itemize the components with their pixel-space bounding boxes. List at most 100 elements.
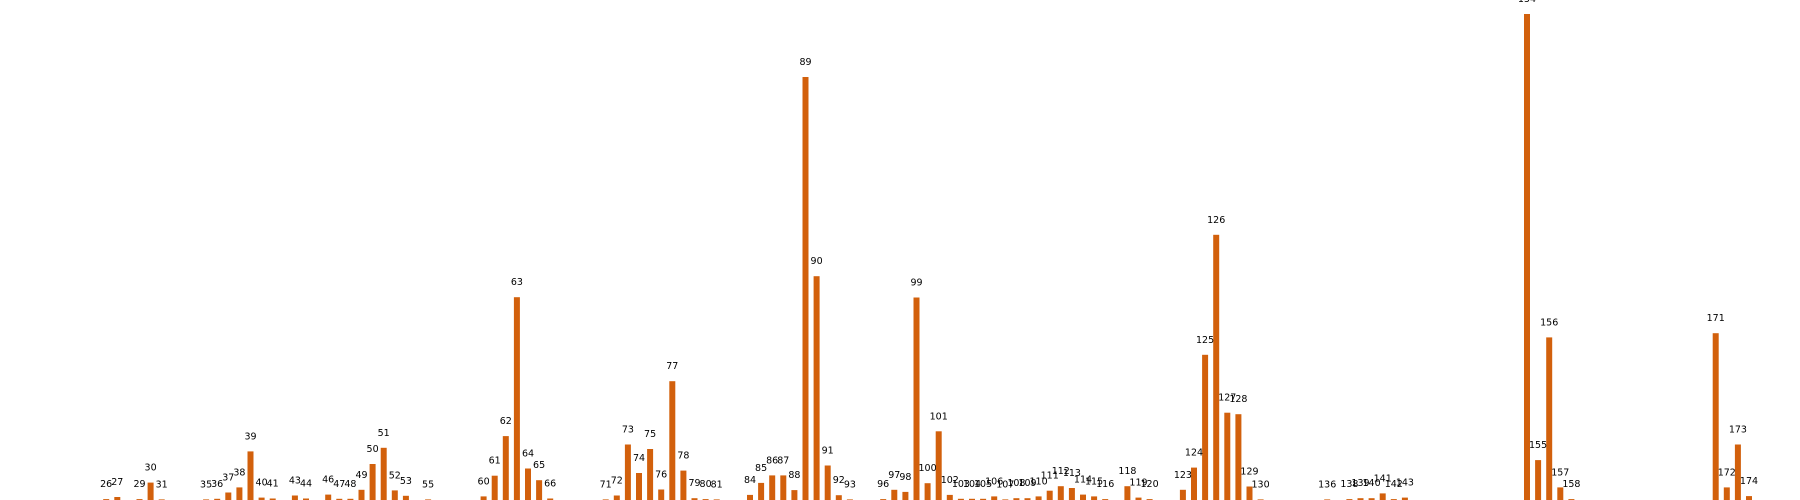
bar-125	[1202, 354, 1209, 500]
bar-label-136: 136	[1318, 479, 1336, 490]
bar-label-27: 27	[111, 477, 123, 488]
bar-124	[1191, 467, 1197, 500]
bar-label-174: 174	[1740, 476, 1758, 487]
bar-label-81: 81	[711, 479, 723, 490]
bar-label-171: 171	[1707, 313, 1725, 324]
bar-label-172: 172	[1718, 467, 1736, 478]
bar-40	[258, 497, 265, 500]
bar-38	[236, 487, 243, 500]
bar-label-107: 107	[996, 479, 1014, 490]
bar-label-89: 89	[799, 57, 811, 68]
bar-label-84: 84	[744, 475, 756, 486]
bar-label-74: 74	[633, 453, 645, 464]
bar-label-92: 92	[833, 475, 845, 486]
bar-label-51: 51	[378, 428, 390, 439]
bar-139	[1357, 498, 1364, 500]
bar-label-140: 140	[1363, 478, 1381, 489]
bar-43	[291, 495, 298, 500]
bar-60	[480, 496, 487, 500]
bar-label-99: 99	[910, 278, 922, 289]
bar-39	[247, 451, 254, 500]
bar-76	[658, 489, 665, 500]
bar-115	[1091, 496, 1098, 500]
bar-label-119: 119	[1129, 478, 1147, 489]
bar-84	[747, 494, 753, 500]
bar-126	[1213, 234, 1220, 500]
bar-155	[1535, 460, 1542, 500]
bar-label-115: 115	[1085, 476, 1103, 487]
bar-61	[491, 475, 498, 500]
bar-label-158: 158	[1562, 479, 1580, 490]
bar-174	[1746, 496, 1752, 500]
bar-128	[1235, 414, 1242, 500]
bar-label-75: 75	[644, 429, 656, 440]
bar-113	[1068, 488, 1075, 500]
bar-label-87: 87	[777, 455, 789, 466]
bar-label-143: 143	[1396, 478, 1414, 489]
bar-label-120: 120	[1141, 479, 1159, 490]
bar-label-127: 127	[1218, 393, 1236, 404]
bar-label-142: 142	[1385, 479, 1403, 490]
bar-label-109: 109	[1018, 478, 1036, 489]
bar-label-29: 29	[133, 479, 145, 490]
bar-100	[924, 483, 931, 500]
bar-label-88: 88	[788, 470, 800, 481]
bar-label-126: 126	[1207, 215, 1225, 226]
bar-103	[957, 498, 964, 500]
bar-label-125: 125	[1196, 335, 1214, 346]
bar-label-157: 157	[1551, 467, 1569, 478]
bar-49	[358, 489, 365, 500]
bar-label-111: 111	[1041, 471, 1059, 482]
bar-label-55: 55	[422, 479, 434, 490]
bar-86	[769, 475, 776, 500]
bar-label-108: 108	[1007, 478, 1025, 489]
bar-127	[1224, 412, 1231, 500]
bar-110	[1035, 496, 1042, 500]
bar-label-73: 73	[622, 425, 634, 436]
bar-label-128: 128	[1229, 394, 1247, 405]
bar-label-113: 113	[1063, 468, 1081, 479]
bar-label-80: 80	[700, 479, 712, 490]
bar-label-90: 90	[811, 256, 823, 267]
bar-label-40: 40	[256, 478, 268, 489]
bar-label-52: 52	[389, 470, 401, 481]
bar-label-49: 49	[355, 470, 367, 481]
bar-label-118: 118	[1118, 466, 1136, 477]
bar-114	[1080, 494, 1086, 500]
bar-140	[1368, 498, 1375, 500]
bar-label-41: 41	[267, 479, 279, 490]
bar-label-123: 123	[1174, 470, 1192, 481]
bar-51	[380, 447, 387, 500]
bar-label-61: 61	[489, 456, 501, 467]
bar-label-116: 116	[1096, 479, 1114, 490]
bar-141	[1379, 493, 1386, 500]
bar-label-173: 173	[1729, 425, 1747, 436]
bar-87	[780, 475, 787, 500]
bar-label-104: 104	[963, 479, 981, 490]
bar-label-129: 129	[1240, 467, 1258, 478]
bar-63	[513, 297, 520, 500]
bar-111	[1046, 490, 1053, 500]
bar-105	[980, 498, 987, 500]
bar-label-79: 79	[688, 478, 700, 489]
bar-label-114: 114	[1074, 475, 1092, 486]
bar-88	[791, 490, 798, 500]
bar-label-76: 76	[655, 470, 667, 481]
bar-label-37: 37	[222, 473, 234, 484]
bar-label-35: 35	[200, 479, 212, 490]
bar-label-43: 43	[289, 476, 301, 487]
bar-41	[269, 498, 276, 500]
bar-label-110: 110	[1030, 476, 1048, 487]
bar-154	[1524, 14, 1530, 500]
bar-172	[1723, 487, 1730, 500]
bar-label-96: 96	[877, 479, 889, 490]
bar-label-112: 112	[1052, 466, 1070, 477]
bar-77	[669, 381, 676, 500]
bar-label-130: 130	[1252, 479, 1270, 490]
bar-label-105: 105	[974, 479, 992, 490]
bar-label-98: 98	[899, 472, 911, 483]
bar-156	[1546, 337, 1553, 500]
bar-53	[402, 495, 409, 500]
bar-label-141: 141	[1374, 473, 1392, 484]
